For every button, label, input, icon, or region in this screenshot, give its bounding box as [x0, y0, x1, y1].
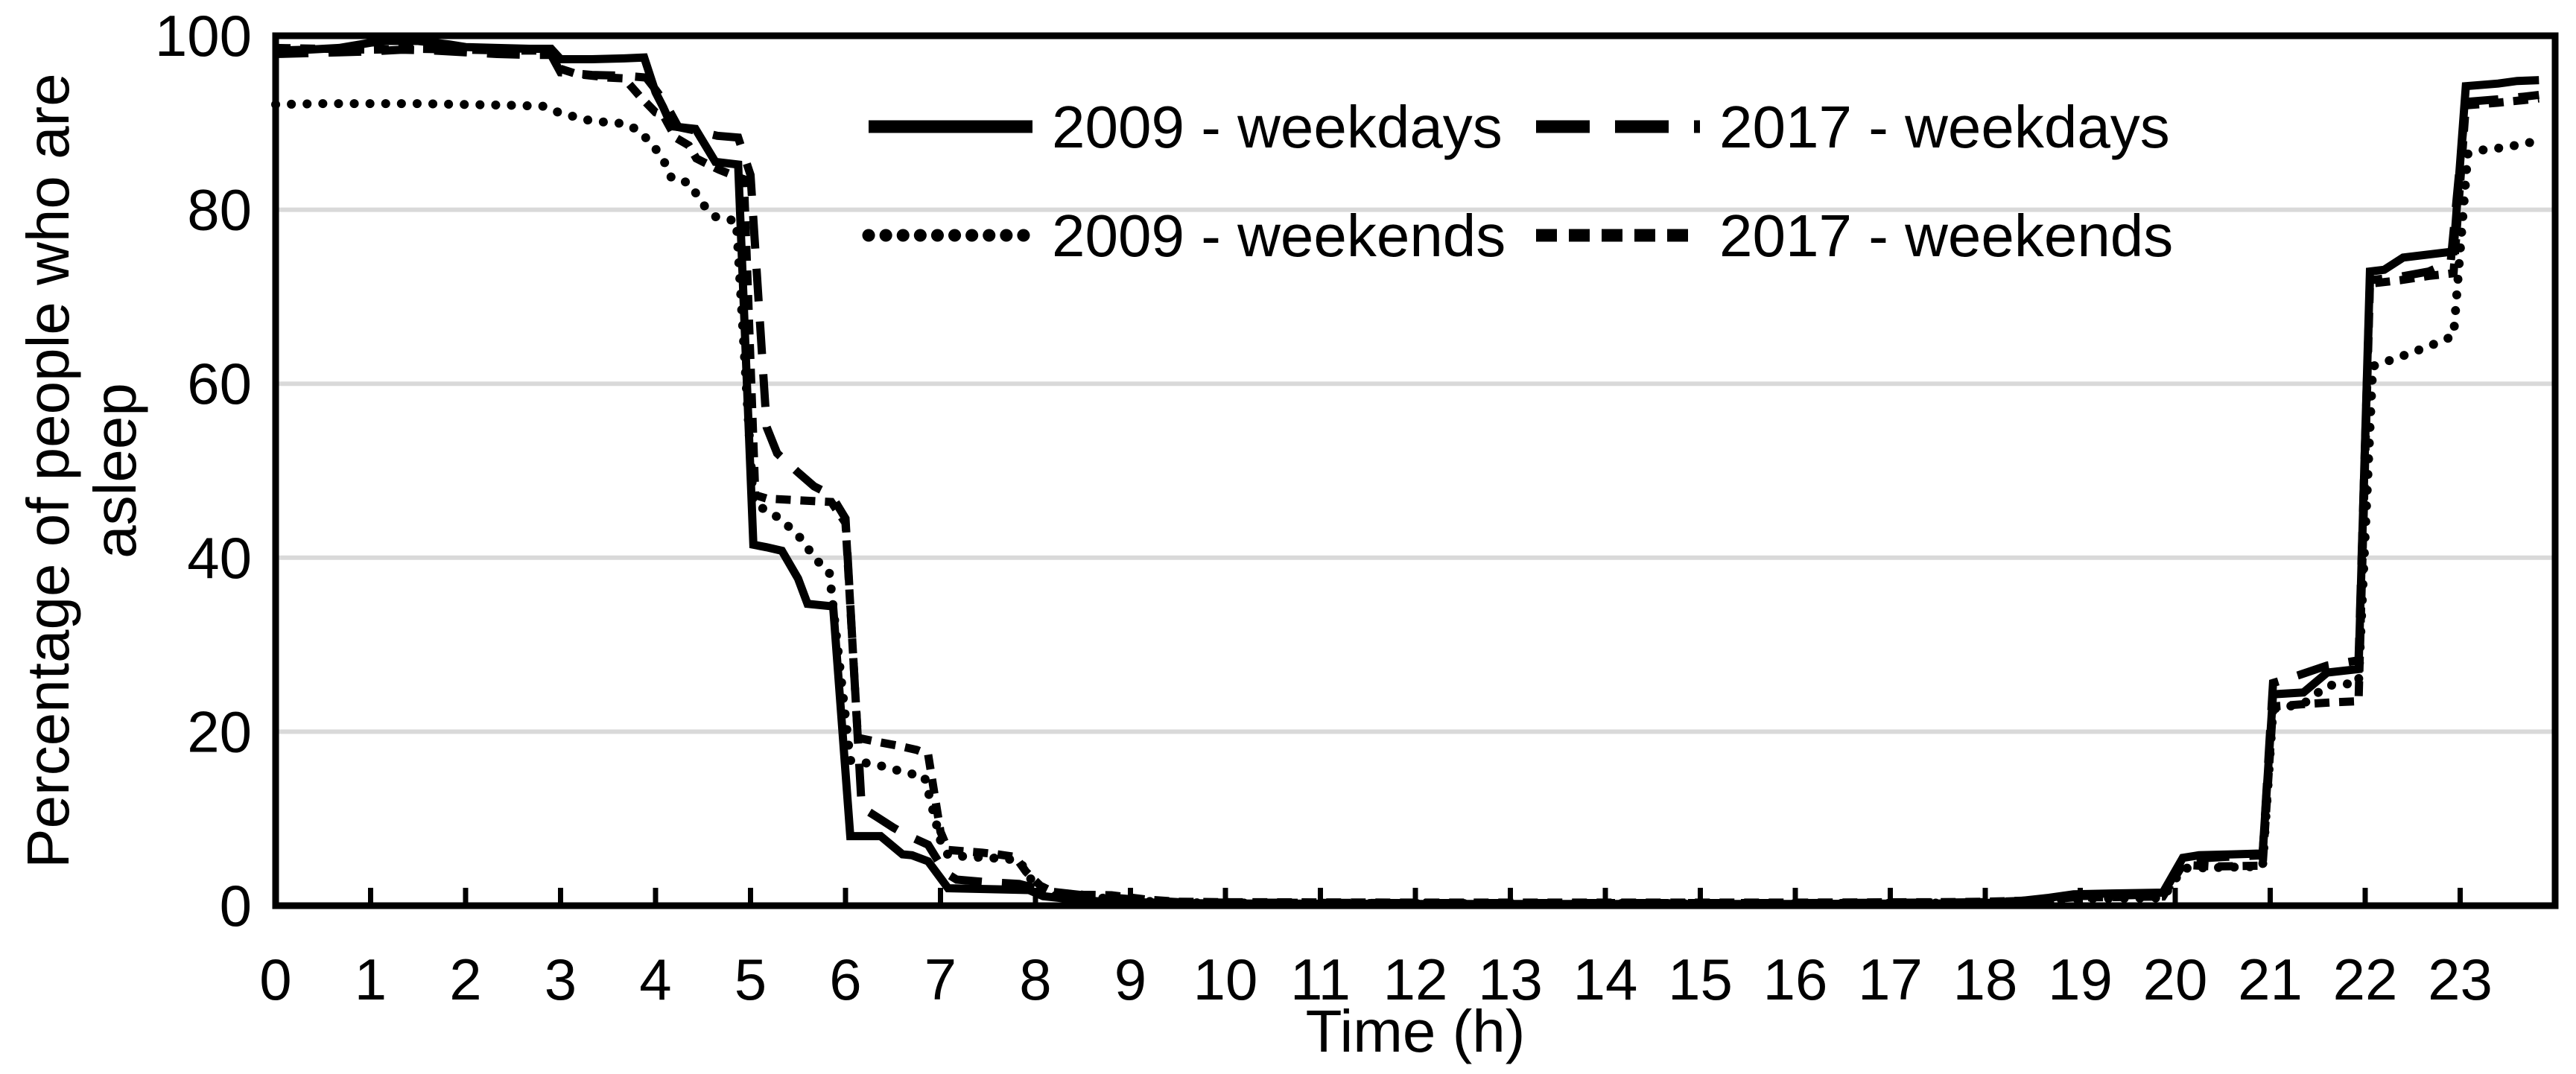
x-tick-label: 20 [2143, 947, 2208, 1012]
plot-border [272, 32, 2559, 909]
legend: 2009 - weekdays 2017 - weekdays 2009 - wee… [862, 94, 2173, 269]
x-tick-label: 13 [1478, 947, 1543, 1012]
y-axis-tick-labels: 0 20 40 60 80 100 [155, 3, 252, 938]
y-tick-label: 100 [155, 3, 252, 69]
x-tick-label: 4 [639, 947, 671, 1012]
x-tick-label: 15 [1668, 947, 1733, 1012]
series-lines [271, 36, 2544, 909]
series-line-2009-weekdays [275, 36, 2539, 909]
x-tick-label: 16 [1763, 947, 1828, 1012]
x-tick-label: 6 [829, 947, 861, 1012]
legend-label: 2017 - weekends [1719, 203, 2173, 269]
y-tick-label: 20 [187, 699, 252, 764]
x-tick-label: 18 [1953, 947, 2018, 1012]
x-tick-label: 22 [2333, 947, 2398, 1012]
x-tick-label: 23 [2428, 947, 2493, 1012]
legend-item: 2017 - weekends [1536, 203, 2173, 269]
series-line-2017-weekends [275, 43, 2539, 907]
legend-label: 2017 - weekdays [1719, 94, 2170, 160]
y-tick-label: 40 [187, 525, 252, 591]
legend-item: 2009 - weekends [862, 203, 1506, 269]
x-tick-label: 7 [924, 947, 957, 1012]
x-tick-label: 5 [735, 947, 767, 1012]
x-tick-label: 8 [1019, 947, 1051, 1012]
y-axis-title-line1: Percentage of people who are [15, 73, 81, 868]
x-tick-label: 14 [1573, 947, 1638, 1012]
x-tick-label: 3 [545, 947, 577, 1012]
x-tick-label: 1 [355, 947, 387, 1012]
x-tick-label: 2 [449, 947, 481, 1012]
x-tick-label: 11 [1290, 947, 1351, 1012]
x-axis-tick-labels: 0 1 2 3 4 5 6 7 8 9 10 11 12 13 14 15 16 17 18 19 20 21 22 23 [259, 947, 2493, 1012]
x-tick-label: 19 [2048, 947, 2113, 1012]
x-tick-label: 10 [1193, 947, 1258, 1012]
x-tick-label: 9 [1114, 947, 1146, 1012]
x-tick-label: 12 [1383, 947, 1448, 1012]
legend-item: 2009 - weekdays [869, 94, 1503, 160]
legend-label: 2009 - weekdays [1052, 94, 1503, 160]
y-tick-label: 80 [187, 177, 252, 243]
series-line-2017-weekdays [275, 45, 2539, 907]
x-axis-title: Time (h) [1306, 998, 1526, 1064]
gridlines [276, 207, 2555, 734]
y-axis-title-line2: asleep [82, 383, 148, 559]
legend-item: 2017 - weekdays [1536, 94, 2170, 160]
y-tick-label: 0 [220, 873, 252, 938]
x-tick-label: 21 [2238, 947, 2303, 1012]
y-tick-label: 60 [187, 351, 252, 416]
x-tick-label: 0 [259, 947, 291, 1012]
legend-label: 2009 - weekends [1052, 203, 1506, 269]
x-tick-label: 17 [1858, 947, 1923, 1012]
